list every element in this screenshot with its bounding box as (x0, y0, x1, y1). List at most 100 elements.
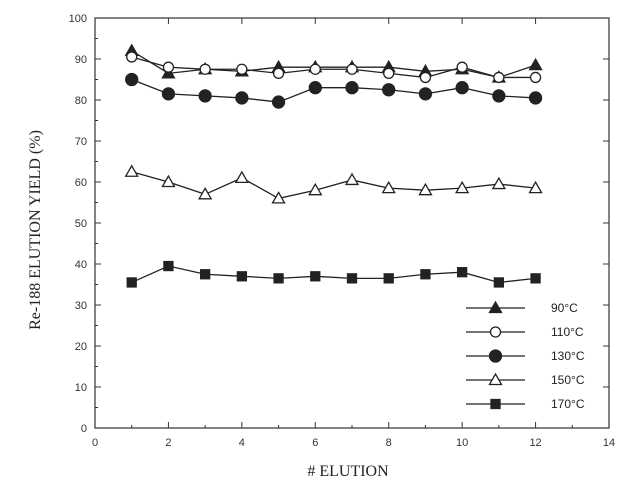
series-2 (125, 72, 543, 109)
data-point (272, 67, 285, 79)
legend-marker (488, 349, 503, 363)
data-point (162, 61, 175, 73)
data-point (199, 63, 211, 75)
series-0 (124, 43, 543, 83)
series-line (131, 50, 536, 79)
x-tick-label: 10 (456, 437, 468, 449)
legend-label: 150°C (551, 373, 585, 387)
data-point (163, 260, 174, 272)
legend-entry: 110°C (466, 325, 584, 339)
legend-label: 90°C (551, 301, 578, 315)
data-point (455, 81, 469, 95)
y-tick-label: 80 (75, 95, 87, 107)
series-line (131, 78, 536, 103)
y-tick-label: 100 (69, 13, 87, 25)
x-tick-label: 6 (312, 437, 318, 449)
y-tick-label: 10 (75, 382, 87, 394)
data-point (236, 63, 248, 75)
data-point (271, 95, 286, 109)
legend-entry: 150°C (466, 372, 585, 387)
data-point (528, 91, 543, 105)
data-point (528, 180, 543, 194)
series-line (131, 265, 536, 284)
data-point (198, 186, 213, 200)
series-3 (124, 164, 543, 204)
data-point (493, 71, 505, 84)
y-tick-label: 20 (75, 341, 87, 353)
y-axis-title: Re-188 ELUTION YIELD (%) (27, 130, 44, 330)
legend-entry: 90°C (466, 300, 578, 315)
data-point (199, 269, 211, 280)
x-axis-title: # ELUTION (307, 463, 389, 480)
data-point (344, 172, 360, 186)
legend-marker (489, 326, 502, 338)
x-axis-ticks: 0 2 4 6 8 10 12 14 (92, 18, 615, 449)
data-point (420, 269, 431, 280)
data-point (346, 63, 358, 75)
data-point (493, 277, 505, 288)
data-point (492, 89, 506, 103)
data-point (273, 273, 284, 284)
data-point (491, 176, 506, 190)
x-tick-label: 14 (603, 437, 615, 449)
data-point (198, 89, 212, 103)
data-point (271, 191, 286, 204)
data-point (126, 277, 137, 288)
series-layer (124, 43, 543, 288)
data-point (529, 71, 542, 84)
y-tick-label: 90 (75, 54, 87, 66)
y-tick-label: 0 (81, 423, 87, 435)
data-point (126, 51, 138, 63)
data-point (236, 271, 248, 282)
data-point (418, 182, 433, 196)
legend-label: 110°C (551, 325, 584, 339)
x-tick-label: 8 (386, 437, 392, 449)
data-point (310, 271, 321, 282)
y-tick-label: 60 (75, 177, 87, 189)
y-tick-label: 40 (75, 259, 87, 271)
y-axis-ticks: 0 10 20 30 40 50 60 70 80 90 100 (69, 13, 609, 435)
legend-marker (490, 398, 501, 410)
data-point (383, 273, 394, 284)
y-tick-label: 50 (75, 218, 87, 230)
data-point (456, 61, 468, 73)
data-point (456, 267, 468, 278)
data-point (528, 57, 543, 71)
legend-marker (488, 372, 503, 386)
data-point (530, 273, 541, 284)
data-point (309, 63, 321, 75)
legend-entry: 170°C (466, 397, 585, 411)
x-tick-label: 2 (165, 437, 171, 449)
legend-entry: 130°C (466, 349, 585, 363)
data-point (308, 81, 322, 95)
data-point (346, 273, 358, 284)
y-tick-label: 30 (75, 300, 87, 312)
legend: 90°C 110°C 130°C 150°C 170°C (466, 300, 585, 411)
data-point (161, 174, 176, 188)
x-tick-label: 12 (529, 437, 541, 449)
data-point (381, 180, 396, 194)
data-point (345, 81, 359, 95)
legend-label: 130°C (551, 349, 585, 363)
data-point (235, 91, 249, 105)
series-line (131, 171, 536, 200)
data-point (419, 71, 432, 84)
series-line (131, 56, 536, 79)
data-point (124, 164, 139, 177)
data-point (455, 180, 470, 194)
legend-label: 170°C (551, 397, 585, 411)
legend-marker (488, 300, 503, 314)
series-1 (126, 51, 542, 84)
data-point (382, 83, 396, 97)
data-point (308, 182, 323, 196)
series-4 (126, 260, 541, 288)
data-point (234, 170, 249, 184)
data-point (383, 67, 395, 79)
y-tick-label: 70 (75, 136, 87, 148)
data-point (418, 87, 433, 101)
x-tick-label: 4 (239, 437, 245, 449)
x-tick-label: 0 (92, 437, 98, 449)
data-point (161, 87, 176, 101)
data-point (125, 72, 139, 87)
